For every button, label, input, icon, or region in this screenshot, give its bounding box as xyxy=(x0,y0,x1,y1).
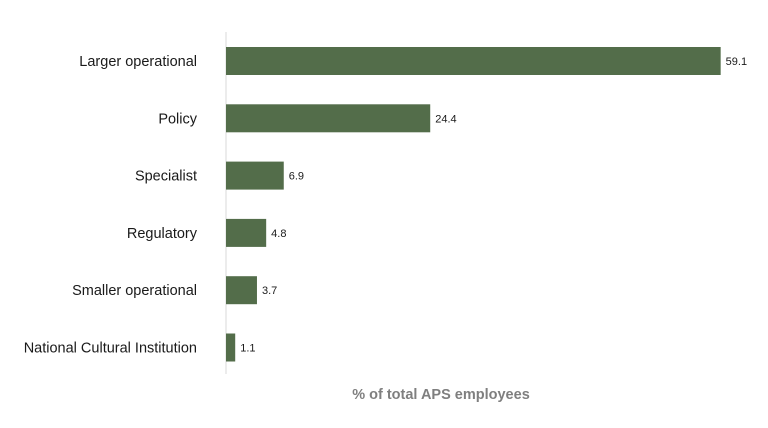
bar-larger-operational xyxy=(226,47,721,75)
category-labels-group: Larger operational Policy Specialist Regula… xyxy=(24,54,198,357)
bar-regulatory xyxy=(226,218,267,247)
value-label-specialist: 6.9 xyxy=(289,171,304,183)
category-label-national-cultural-institution: National Cultural Institution xyxy=(24,341,197,357)
bars-group xyxy=(226,47,721,362)
value-labels-group: 59.1 24.4 6.9 4.8 3.7 1.1 xyxy=(240,56,747,355)
value-label-policy: 24.4 xyxy=(435,113,456,125)
bar-national-cultural-institution xyxy=(226,333,236,362)
value-label-national-cultural-institution: 1.1 xyxy=(240,343,255,355)
category-label-regulatory: Regulatory xyxy=(127,226,198,242)
category-label-larger-operational: Larger operational xyxy=(79,54,197,70)
category-label-smaller-operational: Smaller operational xyxy=(72,283,197,299)
value-label-smaller-operational: 3.7 xyxy=(262,285,277,297)
category-label-specialist: Specialist xyxy=(135,169,197,185)
x-axis-title: % of total APS employees xyxy=(352,387,530,403)
bar-policy xyxy=(226,104,431,133)
bar-specialist xyxy=(226,161,284,190)
value-label-larger-operational: 59.1 xyxy=(726,56,747,68)
bar-smaller-operational xyxy=(226,276,257,305)
value-label-regulatory: 4.8 xyxy=(271,228,286,240)
category-label-policy: Policy xyxy=(158,111,197,127)
